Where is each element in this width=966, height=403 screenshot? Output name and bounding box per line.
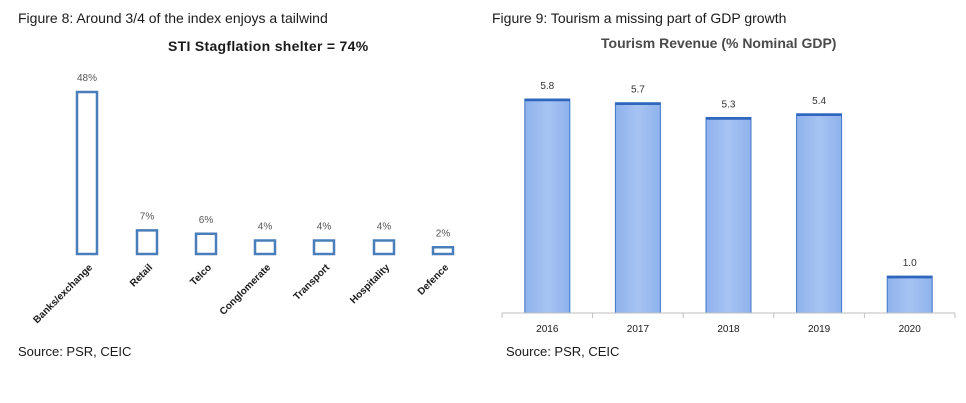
figure-8-chart-title: STI Stagflation shelter = 74% bbox=[168, 38, 369, 54]
figure-9-caption: Figure 9: Tourism a missing part of GDP … bbox=[492, 10, 787, 26]
data-label: 5.7 bbox=[631, 85, 645, 96]
bar-transport bbox=[312, 239, 336, 256]
bar-2016 bbox=[524, 98, 571, 314]
data-label: 6% bbox=[199, 215, 214, 226]
data-label: 5.8 bbox=[540, 81, 554, 92]
x-tick-label: 2016 bbox=[536, 324, 559, 335]
bar-hospitality bbox=[372, 239, 396, 256]
data-label: 7% bbox=[140, 211, 155, 222]
data-label: 1.0 bbox=[903, 258, 917, 269]
data-label: 2% bbox=[436, 228, 451, 239]
bar-2018 bbox=[705, 116, 752, 314]
data-label: 48% bbox=[77, 73, 97, 84]
data-label: 5.3 bbox=[722, 99, 736, 110]
figure-9-source: Source: PSR, CEIC bbox=[506, 344, 620, 359]
figure-8-caption: Figure 8: Around 3/4 of the index enjoys… bbox=[18, 10, 328, 26]
bar-retail bbox=[135, 229, 159, 256]
bar-2020 bbox=[886, 275, 933, 314]
bar-2019 bbox=[796, 113, 843, 314]
data-label: 4% bbox=[258, 222, 273, 233]
bar-banks-exchange bbox=[75, 90, 99, 256]
x-tick-label: 2020 bbox=[899, 324, 922, 335]
figure-9-chart-title: Tourism Revenue (% Nominal GDP) bbox=[601, 35, 837, 51]
bar-2017 bbox=[614, 102, 661, 314]
x-tick-label: 2017 bbox=[627, 324, 650, 335]
bar-defence bbox=[431, 246, 455, 256]
bar-telco bbox=[194, 232, 218, 256]
figure-8-source: Source: PSR, CEIC bbox=[18, 344, 132, 359]
data-label: 4% bbox=[317, 222, 332, 233]
data-label: 5.4 bbox=[812, 96, 826, 107]
data-label: 4% bbox=[377, 222, 392, 233]
x-tick-label: 2019 bbox=[808, 324, 831, 335]
x-tick-label: 2018 bbox=[717, 324, 740, 335]
bar-conglomerate bbox=[253, 239, 277, 256]
